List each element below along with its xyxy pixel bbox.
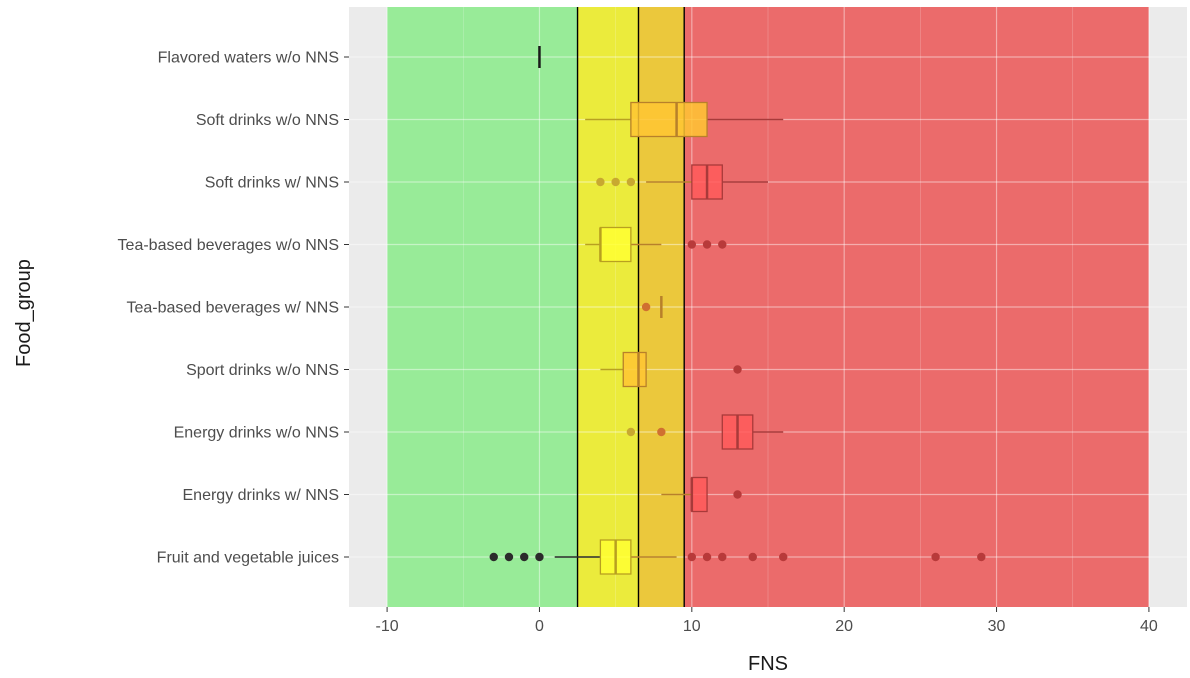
outlier-point bbox=[733, 365, 742, 374]
y-tick-label: Tea-based beverages w/ NNS bbox=[126, 300, 339, 317]
outlier-point bbox=[718, 240, 727, 249]
x-axis-title: FNS bbox=[748, 653, 788, 675]
outlier-point bbox=[718, 552, 727, 562]
zone-band-0 bbox=[387, 7, 578, 607]
boxplot-6 bbox=[626, 414, 784, 450]
outlier-point bbox=[489, 552, 498, 562]
outlier-point bbox=[657, 427, 666, 437]
y-tick-label: Energy drinks w/ NNS bbox=[183, 487, 340, 504]
outlier-point bbox=[611, 177, 620, 187]
y-tick-label: Soft drinks w/o NNS bbox=[196, 112, 339, 129]
y-axis-title: Food_group bbox=[13, 259, 35, 367]
zone-band-1 bbox=[577, 7, 639, 607]
boxplot-1 bbox=[585, 101, 784, 138]
y-tick-label: Sport drinks w/o NNS bbox=[186, 362, 339, 379]
boxplot-3 bbox=[585, 226, 727, 263]
y-axis: Flavored waters w/o NNS Soft drinks w/o N… bbox=[118, 50, 349, 567]
x-axis: -10 0 10 20 30 40 bbox=[376, 607, 1158, 635]
x-tick-label: -10 bbox=[376, 618, 399, 635]
x-tick-label: 20 bbox=[835, 618, 853, 635]
boxplot-5 bbox=[600, 351, 742, 388]
outlier-point bbox=[520, 552, 529, 562]
outlier-point bbox=[641, 302, 651, 312]
boxplots bbox=[489, 46, 986, 575]
outlier-point bbox=[748, 552, 757, 562]
outlier-point bbox=[977, 552, 986, 562]
boxplot-4 bbox=[641, 296, 663, 318]
outlier-point bbox=[702, 240, 712, 249]
box-iqr bbox=[599, 226, 632, 263]
box-iqr bbox=[691, 476, 708, 513]
box-iqr bbox=[630, 101, 708, 138]
y-tick-label: Soft drinks w/ NNS bbox=[205, 175, 339, 192]
x-tick-label: 40 bbox=[1140, 618, 1158, 635]
outlier-point bbox=[687, 552, 697, 562]
y-tick-label: Energy drinks w/o NNS bbox=[174, 425, 339, 442]
y-tick-label: Flavored waters w/o NNS bbox=[158, 50, 339, 67]
outlier-point bbox=[931, 552, 940, 562]
zone-band-3 bbox=[684, 7, 1149, 607]
outlier-point bbox=[626, 427, 636, 437]
y-tick-label: Tea-based beverages w/o NNS bbox=[118, 237, 339, 254]
box-iqr bbox=[622, 351, 647, 388]
y-tick-label: Fruit and vegetable juices bbox=[157, 550, 339, 567]
boxplot-8 bbox=[489, 539, 986, 575]
outlier-point bbox=[596, 177, 605, 187]
outlier-point bbox=[687, 240, 697, 249]
boxplot-2 bbox=[596, 164, 768, 200]
outlier-point bbox=[626, 177, 636, 187]
boxplot-7 bbox=[661, 476, 742, 513]
outlier-point bbox=[733, 490, 742, 499]
gridlines bbox=[349, 7, 1187, 607]
x-tick-label: 10 bbox=[683, 618, 701, 635]
x-tick-label: 30 bbox=[988, 618, 1006, 635]
outlier-point bbox=[702, 552, 712, 562]
x-tick-label: 0 bbox=[535, 618, 544, 635]
outlier-point bbox=[504, 552, 514, 562]
outlier-point bbox=[535, 552, 544, 562]
outlier-point bbox=[779, 552, 788, 562]
